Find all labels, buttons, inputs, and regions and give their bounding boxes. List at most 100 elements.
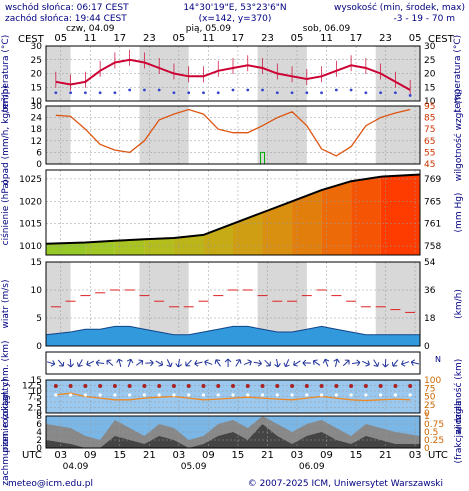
y2-tick-label: 65: [424, 137, 435, 147]
cloud-top-dot: [68, 384, 73, 388]
utc-right: UTC: [428, 450, 448, 461]
bottom-day-label: 06.09: [299, 462, 325, 472]
night-band: [46, 106, 71, 164]
y2-tick-label: 0: [424, 342, 430, 352]
wind-arrow: [214, 359, 221, 367]
cloud-base-dot: [69, 393, 73, 397]
cloud-base-dot: [364, 393, 368, 397]
top-hour-label: 17: [113, 33, 126, 44]
wind-arrow: [283, 359, 290, 368]
wind-arrow: [95, 359, 105, 367]
top-hour-label: 05: [291, 33, 304, 44]
wind-arrow: [46, 360, 56, 367]
cloud-top-dot: [186, 384, 191, 388]
y-tick-label: 30: [31, 42, 43, 52]
bottom-hour-label: 03: [409, 450, 422, 461]
y-tick-label: 10: [31, 97, 43, 107]
y-tick-label: 1020: [19, 197, 42, 207]
cloud-top-dot: [304, 384, 309, 388]
bottom-hour-label: 03: [54, 450, 67, 461]
y2-tick-label: 36: [424, 286, 436, 296]
ylabel-precip: opad (mm/h, kg/m²/h): [1, 85, 11, 184]
cloud-base-dot: [260, 393, 265, 397]
y2-tick-label: 15: [424, 83, 435, 93]
dewpoint-point: [231, 88, 235, 92]
utc-left: UTC: [22, 450, 42, 461]
dewpoint-point: [275, 91, 279, 95]
cloud-base-dot: [246, 393, 250, 397]
y-tick-label: 8: [36, 412, 42, 422]
y-tick-label: 15: [31, 83, 42, 93]
wind-arrow: [185, 359, 192, 367]
sunset-text: zachód słońca: 19:44 CEST: [5, 13, 127, 24]
cloud-base-dot: [113, 393, 117, 397]
cloud-base-dot: [379, 393, 383, 397]
y2-tick-label: 54: [424, 258, 436, 268]
top-hour-label: 11: [202, 33, 215, 44]
wind-arrow: [86, 360, 95, 367]
wind-arrow: [264, 359, 271, 367]
footer-email[interactable]: meteo@icm.edu.pl: [8, 479, 93, 489]
y-tick-label: 1010: [19, 242, 42, 252]
ylabel-mmhg: (mm Hg): [454, 193, 464, 233]
dewpoint-point: [246, 88, 250, 92]
wind-arrow: [274, 358, 281, 368]
top-hour-label: 17: [350, 33, 363, 44]
pressure-fill: [321, 181, 352, 255]
cloud-top-dot: [393, 384, 398, 388]
y-tick-label: 1015: [19, 220, 42, 230]
top-hour-label: 23: [379, 33, 392, 44]
dewpoint-point: [113, 91, 117, 95]
dewpoint-point: [187, 91, 191, 95]
humidity-line: [55, 108, 411, 157]
y-tick-label: 2: [36, 436, 42, 446]
ylabel-temperature: temperatura (°C): [1, 35, 11, 112]
wind-arrow: [116, 358, 123, 367]
y-tick-label: 5: [36, 314, 42, 324]
y2-tick-label: 95: [424, 102, 435, 112]
cloud-top-dot: [363, 384, 368, 388]
cloud-top-dot: [378, 384, 383, 388]
bottom-hour-label: 21: [143, 450, 156, 461]
y-tick-label: 15: [31, 376, 42, 386]
y2-tick-label: 765: [424, 197, 441, 207]
pressure-fill: [173, 234, 204, 255]
cloud-base-dot: [334, 393, 338, 397]
cloud-base-dot: [172, 393, 176, 397]
y2-tick-label: 55: [424, 148, 435, 158]
wind-speed-line: [45, 325, 420, 336]
top-hour-label: 11: [320, 33, 333, 44]
cloud-top-dot: [216, 384, 221, 388]
y2-tick-label: 100: [424, 376, 441, 386]
dewpoint-point: [305, 91, 309, 95]
dewpoint-point: [172, 91, 176, 95]
compass-n-label: N: [435, 355, 441, 364]
wind-arrow: [57, 359, 65, 367]
cloud-base-dot: [408, 393, 412, 397]
night-band: [375, 262, 420, 346]
wind-arrow: [155, 360, 164, 367]
visibility-line: [55, 392, 411, 402]
dewpoint-point: [290, 91, 294, 95]
y2-tick-label: 0.5: [424, 428, 438, 438]
dewpoint-point: [349, 88, 353, 92]
y-tick-label: 30: [31, 102, 43, 112]
y2-tick-label: 75: [424, 384, 435, 394]
pressure-fill: [380, 174, 420, 255]
dewpoint-point: [364, 91, 368, 95]
dewpoint-point: [83, 91, 87, 95]
wind-direction-strip: N: [45, 351, 441, 375]
panel-frame: [45, 105, 421, 165]
bottom-hour-label: 03: [173, 450, 186, 461]
cloud-top-dot: [349, 384, 354, 388]
top-day-label: sob, 06.09: [303, 24, 351, 34]
y2-tick-label: 0.75: [424, 420, 444, 430]
cloud-top-dot: [290, 384, 295, 388]
y-tick-label: 6: [36, 148, 42, 158]
cloud-top-dot: [231, 384, 235, 388]
cloud-base-dot: [83, 393, 87, 397]
top-hour-label: 05: [173, 33, 186, 44]
pressure-fill: [233, 212, 263, 255]
ylabel-fog: (frakcja) mgła: [454, 401, 464, 464]
